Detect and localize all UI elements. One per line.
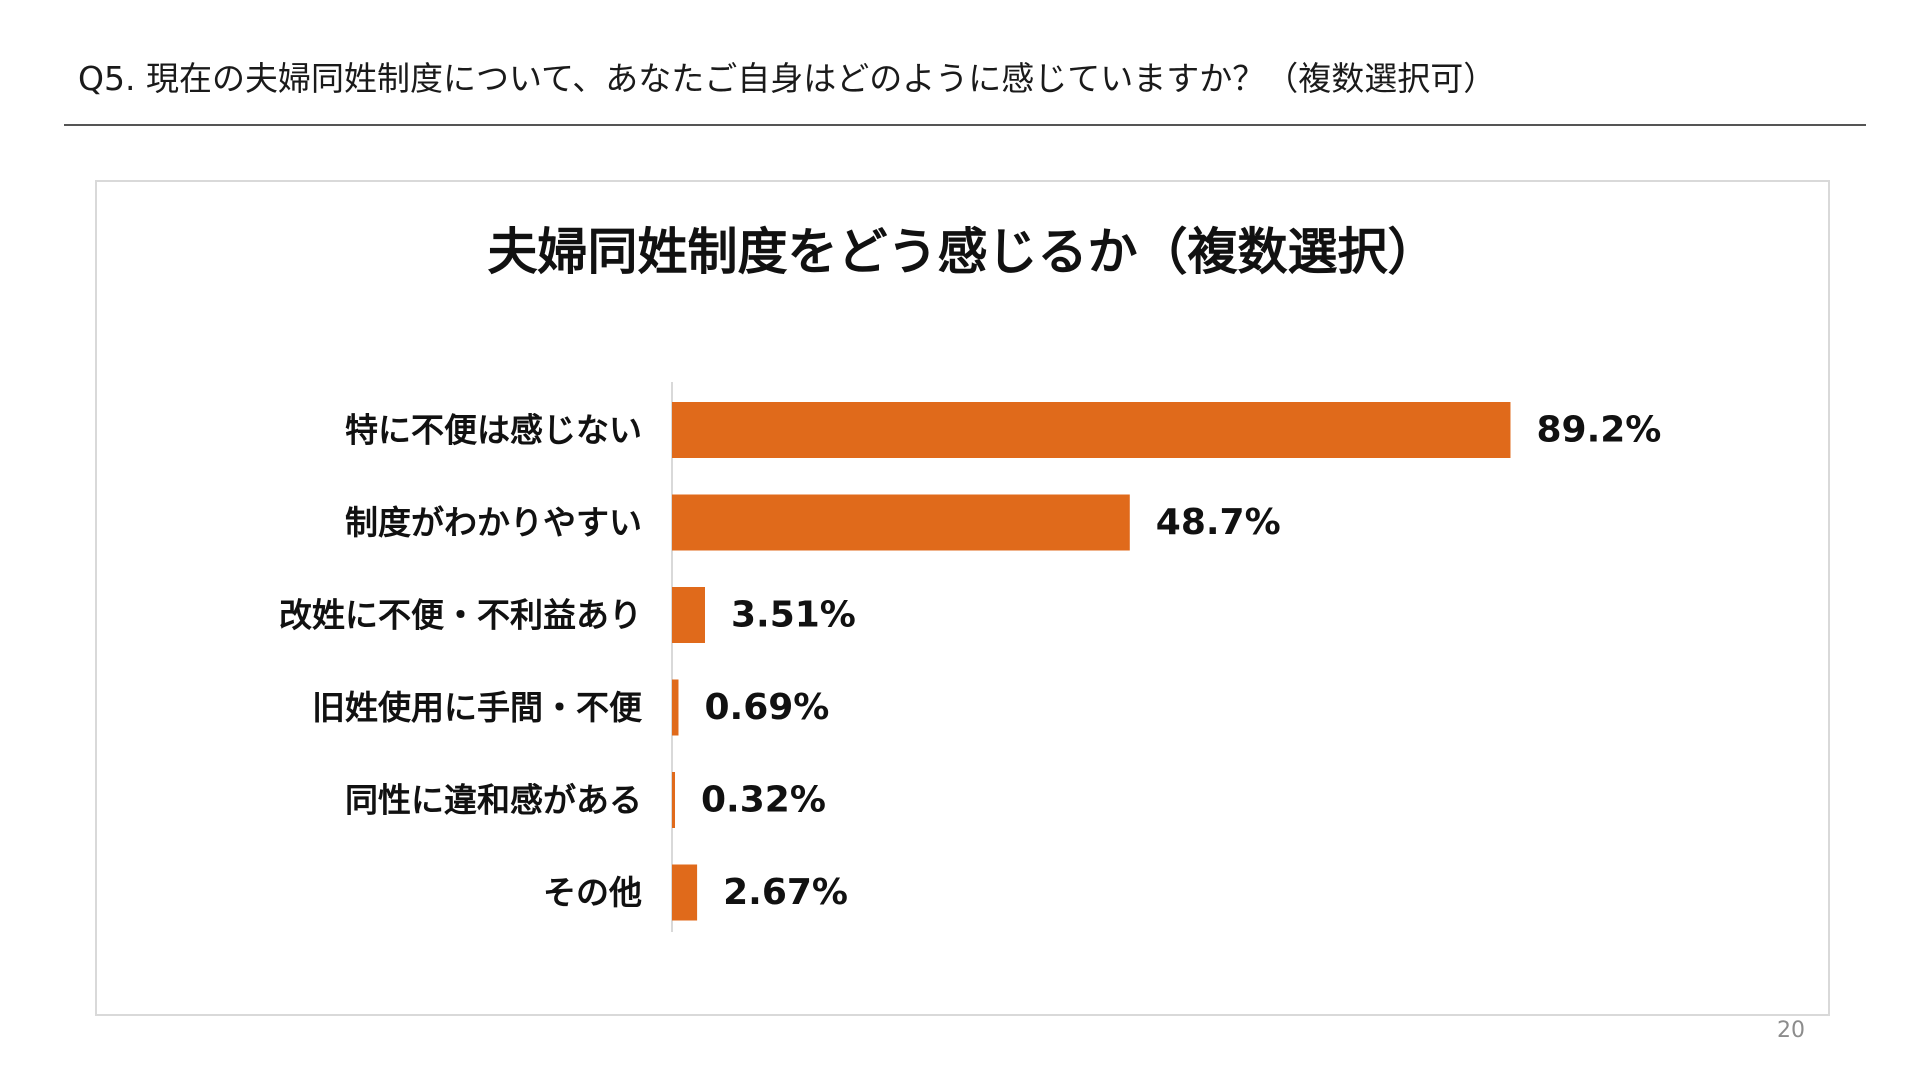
bar <box>672 587 705 643</box>
bar <box>672 402 1511 458</box>
value-label: 48.7% <box>1156 502 1281 543</box>
value-label: 0.69% <box>704 687 829 728</box>
chart-panel: 夫婦同姓制度をどう感じるか（複数選択） 特に不便は感じない 89.2% 制度がわかり… <box>95 180 1830 1016</box>
header-divider <box>64 124 1866 126</box>
bar <box>672 494 1130 551</box>
value-label: 89.2% <box>1536 410 1661 451</box>
value-label: 2.67% <box>723 872 848 913</box>
page-number: 20 <box>1777 1018 1805 1043</box>
category-label: 改姓に不便・不利益あり <box>279 596 642 635</box>
category-label: 特に不便は感じない <box>345 411 642 450</box>
category-label: 制度がわかりやすい <box>345 503 642 542</box>
bar <box>672 772 676 828</box>
value-label: 3.51% <box>731 595 856 636</box>
chart-title: 夫婦同姓制度をどう感じるか（複数選択） <box>487 223 1438 281</box>
bar-chart-plot: 特に不便は感じない 89.2% 制度がわかりやすい 48.7% 改姓に不便・不利益あり 3… <box>279 382 1661 932</box>
category-label: その他 <box>543 873 642 912</box>
category-label: 旧姓使用に手間・不便 <box>312 688 643 727</box>
slide-question-header: Q5. 現在の夫婦同姓制度について、あなたご自身はどのように感じていますか？（複… <box>78 59 1497 98</box>
bar <box>672 679 679 736</box>
value-label: 0.32% <box>701 780 826 821</box>
bar <box>672 864 698 921</box>
category-label: 同性に違和感がある <box>345 781 642 820</box>
